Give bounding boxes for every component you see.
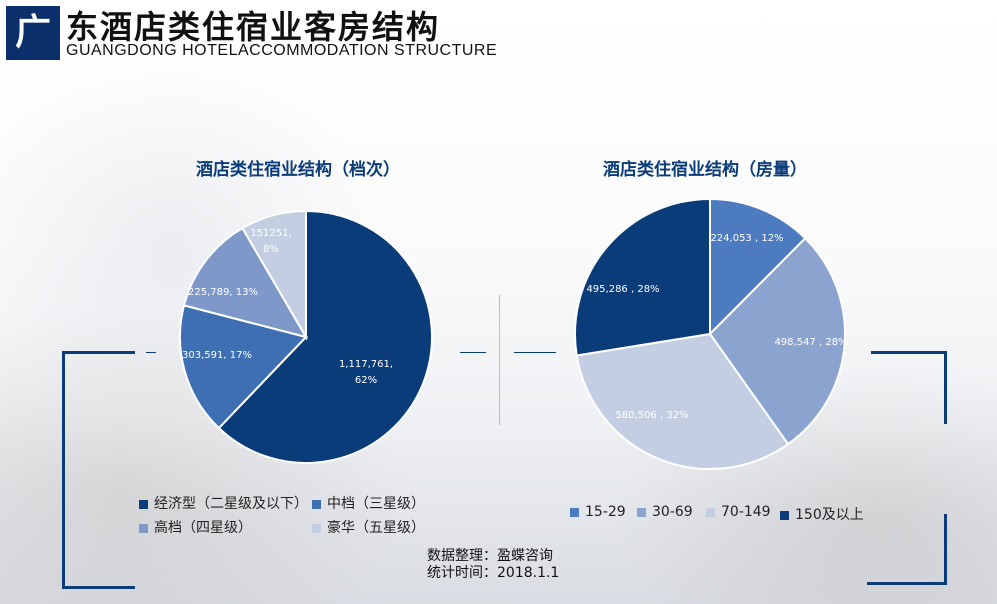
pie-data-label: 580,506 , 32% — [615, 410, 688, 421]
legend-swatch — [706, 507, 715, 517]
pie-data-label-percent: 8% — [263, 244, 279, 255]
chart-divider — [499, 295, 500, 425]
pie-slice — [182, 226, 309, 339]
legend-label: 15-29 — [585, 504, 626, 520]
pie-data-label: 224,053 , 12% — [710, 233, 783, 244]
pie-data-label: 1,117,761, — [339, 359, 393, 370]
pie-slice — [709, 197, 807, 337]
legend-label: 高档（四星级） — [154, 520, 252, 536]
center-tick-left — [460, 352, 486, 353]
center-tick-right — [514, 352, 556, 353]
legend-item: 150及以上 — [780, 504, 864, 524]
legend-item: 30-69 — [637, 504, 693, 520]
pie-data-label: 498,547 , 28% — [774, 337, 847, 348]
legend-swatch — [780, 510, 789, 520]
legend-label: 150及以上 — [795, 507, 864, 523]
chart-title-rooms: 酒店类住宿业结构（房量） — [603, 160, 807, 180]
header-badge: 广 — [6, 6, 60, 60]
pie-data-label: 225,789, 13% — [188, 287, 258, 298]
legend-item: 高档（四星级） — [139, 517, 252, 537]
page-subtitle: GUANGDONG HOTELACCOMMODATION STRUCTURE — [66, 42, 498, 59]
legend-label: 豪华（五星级） — [327, 520, 425, 536]
left-frame-tick — [146, 352, 156, 353]
source-note: 数据整理：盈蝶咨询 统计时间：2018.1.1 — [427, 548, 559, 582]
pie-slice — [241, 209, 307, 341]
legend-item: 豪华（五星级） — [312, 517, 425, 537]
pie-data-label: 303,591, 17% — [182, 350, 252, 361]
legend-swatch — [570, 507, 579, 517]
legend-item: 15-29 — [570, 504, 626, 520]
pie-slice — [217, 209, 433, 464]
pie-slice — [708, 236, 846, 446]
legend-swatch — [637, 507, 646, 517]
legend-swatch — [139, 499, 148, 509]
source-text: 数据整理：盈蝶咨询 — [427, 548, 553, 564]
left-frame-bracket — [62, 351, 135, 589]
right-frame-bracket — [871, 351, 947, 424]
legend-swatch — [312, 523, 321, 533]
chart-title-grade: 酒店类住宿业结构（档次） — [196, 160, 400, 180]
pie-data-label-percent: 62% — [355, 375, 377, 386]
legend-label: 70-149 — [721, 504, 771, 520]
pie-slice — [575, 332, 790, 470]
pie-data-label: 151251, — [250, 228, 291, 239]
pie-slice — [574, 197, 711, 357]
legend-item: 经济型（二星级及以下） — [139, 493, 308, 513]
pie-data-label: 495,286 , 28% — [586, 284, 659, 295]
date-text: 统计时间：2018.1.1 — [427, 565, 560, 581]
legend-item: 中档（三星级） — [312, 493, 425, 513]
pie-slice — [179, 304, 308, 430]
right-frame-bracket-bottom — [867, 514, 947, 585]
page-title: 东酒店类住宿业客房结构 — [66, 8, 441, 46]
legend-label: 30-69 — [652, 504, 693, 520]
legend-item: 70-149 — [706, 504, 771, 520]
legend-label: 中档（三星级） — [327, 496, 425, 512]
legend-label: 经济型（二星级及以下） — [154, 496, 308, 512]
legend-swatch — [312, 499, 321, 509]
legend-swatch — [139, 523, 148, 533]
